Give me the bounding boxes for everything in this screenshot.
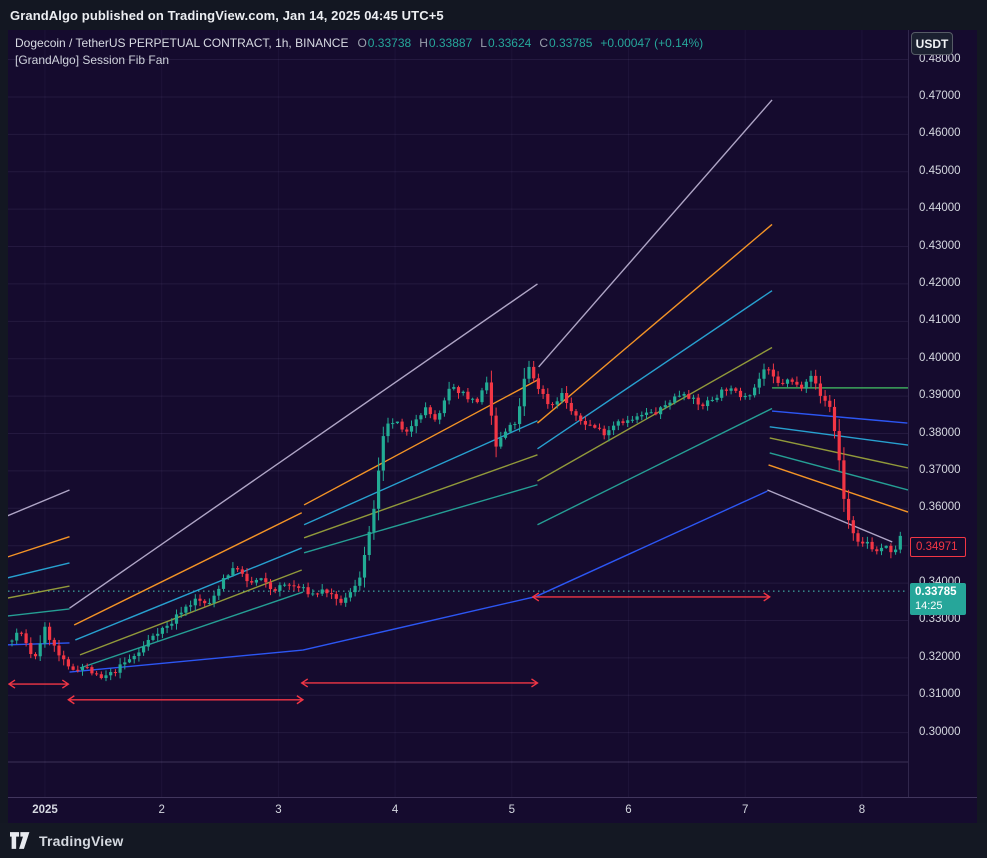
time-axis[interactable]: 2025 2 3 4 5 6 7 8 (8, 797, 977, 823)
price-axis-label: 0.44000 (919, 202, 961, 215)
fib-fan-lines (8, 99, 908, 673)
time-axis-label: 2025 (32, 804, 58, 816)
low-label: L (480, 36, 487, 50)
current-price-label: 0.33785 14:25 (910, 583, 966, 616)
high-label: H (419, 36, 428, 50)
open-value: 0.33738 (367, 36, 412, 50)
price-chart-canvas[interactable] (8, 30, 908, 797)
price-axis-label: 0.38000 (919, 426, 961, 439)
low-value: 0.33624 (487, 36, 532, 50)
last-price-label: 0.34971 (910, 536, 966, 557)
price-axis-label: 0.47000 (919, 89, 961, 102)
price-axis-label: 0.40000 (919, 351, 961, 364)
candlestick-series (10, 360, 902, 682)
price-axis[interactable]: 0.48000 0.47000 0.46000 0.45000 0.44000 0.430… (908, 30, 977, 797)
time-axis-label: 4 (391, 804, 399, 816)
price-axis-label: 0.45000 (919, 164, 961, 177)
price-axis-label: 0.31000 (919, 688, 961, 701)
published-line: GrandAlgo published on TradingView.com, … (10, 7, 444, 23)
grid-lines (8, 30, 908, 797)
indicator-title[interactable]: [GrandAlgo] Session Fib Fan (15, 53, 170, 67)
time-axis-label: 7 (741, 804, 749, 816)
footer-bar: TradingView (0, 823, 987, 858)
current-price-value: 0.33785 (915, 586, 957, 599)
tradingview-logo-icon (10, 832, 30, 849)
high-value: 0.33887 (428, 36, 473, 50)
price-axis-label: 0.36000 (919, 501, 961, 514)
symbol-info-row: Dogecoin / TetherUS PERPETUAL CONTRACT, … (15, 36, 703, 50)
price-axis-label: 0.32000 (919, 650, 961, 663)
ohlc-values: O 0.33738 H 0.33887 L 0.33624 C 0.33785 +0.0… (357, 36, 703, 50)
price-axis-label: 0.33000 (919, 613, 961, 626)
price-axis-label: 0.48000 (919, 52, 961, 65)
change-value: +0.00047 (+0.14%) (600, 36, 704, 50)
close-label: C (539, 36, 548, 50)
last-price-value: 0.34971 (916, 540, 958, 553)
currency-toggle-button[interactable]: USDT (911, 32, 953, 55)
time-axis-label: 8 (858, 804, 866, 816)
time-axis-label: 2 (158, 804, 165, 816)
time-axis-label: 6 (625, 804, 632, 816)
chart-area[interactable]: 0.48000 0.47000 0.46000 0.45000 0.44000 0.430… (8, 30, 977, 823)
open-label: O (357, 36, 367, 50)
close-value: 0.33785 (549, 36, 593, 50)
time-axis-label: 3 (275, 804, 282, 816)
price-axis-label: 0.43000 (919, 239, 961, 252)
price-axis-label: 0.37000 (919, 463, 961, 476)
session-range-arrows (8, 592, 771, 705)
symbol-title[interactable]: Dogecoin / TetherUS PERPETUAL CONTRACT, … (15, 36, 349, 50)
price-axis-label: 0.41000 (919, 314, 961, 327)
price-axis-label: 0.42000 (919, 276, 961, 289)
tradingview-wordmark: TradingView (39, 832, 124, 849)
price-axis-label: 0.30000 (919, 725, 961, 738)
price-axis-label: 0.39000 (919, 389, 961, 402)
time-axis-label: 5 (508, 804, 515, 816)
header-bar: GrandAlgo published on TradingView.com, … (0, 0, 987, 30)
price-axis-label: 0.46000 (919, 127, 961, 140)
bar-countdown: 14:25 (915, 600, 943, 613)
